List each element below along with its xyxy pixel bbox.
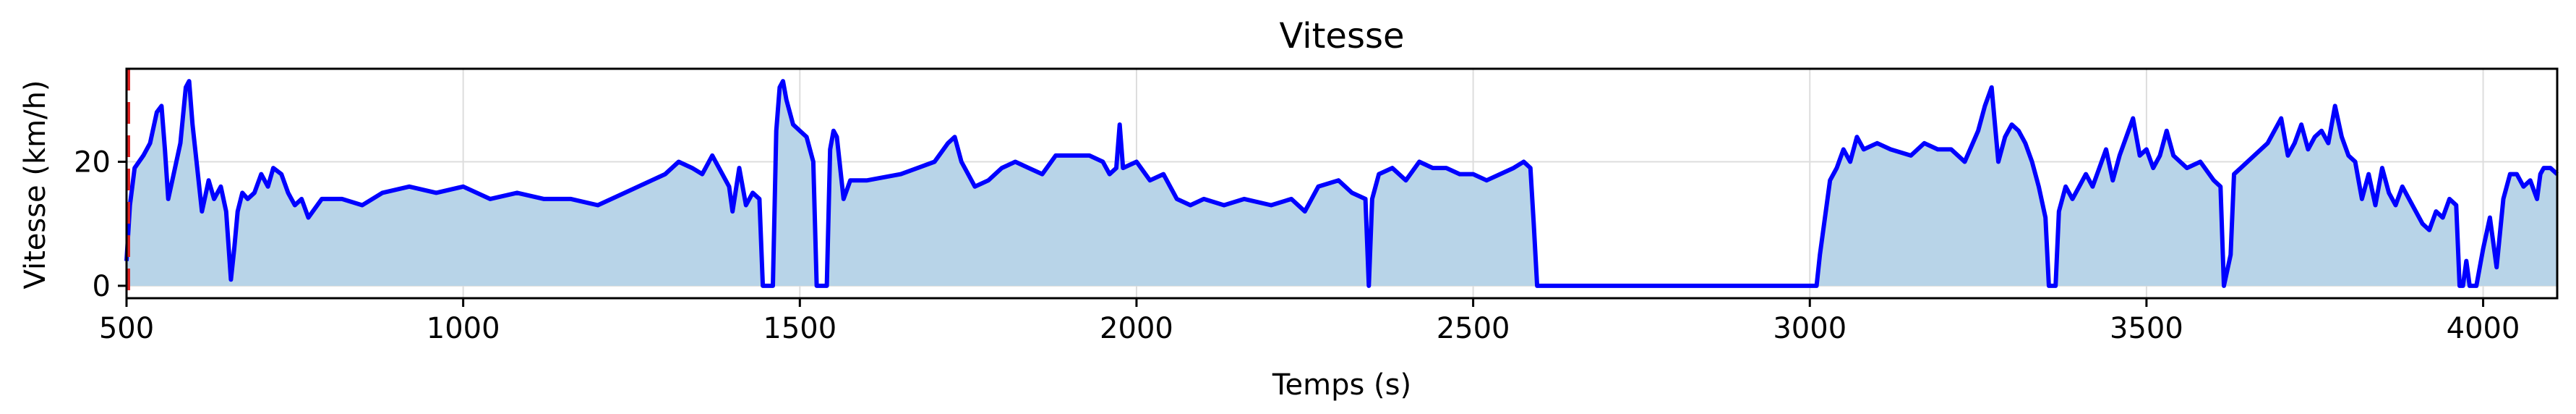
plot-frame xyxy=(125,67,2559,300)
x-tick-label: 3000 xyxy=(1773,312,1847,345)
x-tick-label: 1500 xyxy=(763,312,836,345)
series-line xyxy=(124,79,2559,288)
speed-area xyxy=(127,81,2557,286)
x-tick-label: 2000 xyxy=(1100,312,1173,345)
y-tick-label: 20 xyxy=(74,146,111,179)
x-tick-label: 2500 xyxy=(1437,312,1510,345)
x-tick-label: 500 xyxy=(99,312,154,345)
y-axis: 0 20 xyxy=(74,146,127,303)
y-axis-title: Vitesse (km/h) xyxy=(19,80,52,289)
speed-line xyxy=(124,79,2559,288)
chart-title: Vitesse xyxy=(1279,16,1404,56)
y-tick-label: 0 xyxy=(93,270,111,303)
series-area xyxy=(127,81,2557,286)
x-tick-label: 3500 xyxy=(2110,312,2183,345)
x-axis: 500 1000 1500 2000 2500 3000 3500 4000 xyxy=(99,298,2520,345)
x-tick-label: 1000 xyxy=(427,312,500,345)
x-tick-label: 4000 xyxy=(2447,312,2520,345)
x-axis-title: Temps (s) xyxy=(1272,368,1411,402)
